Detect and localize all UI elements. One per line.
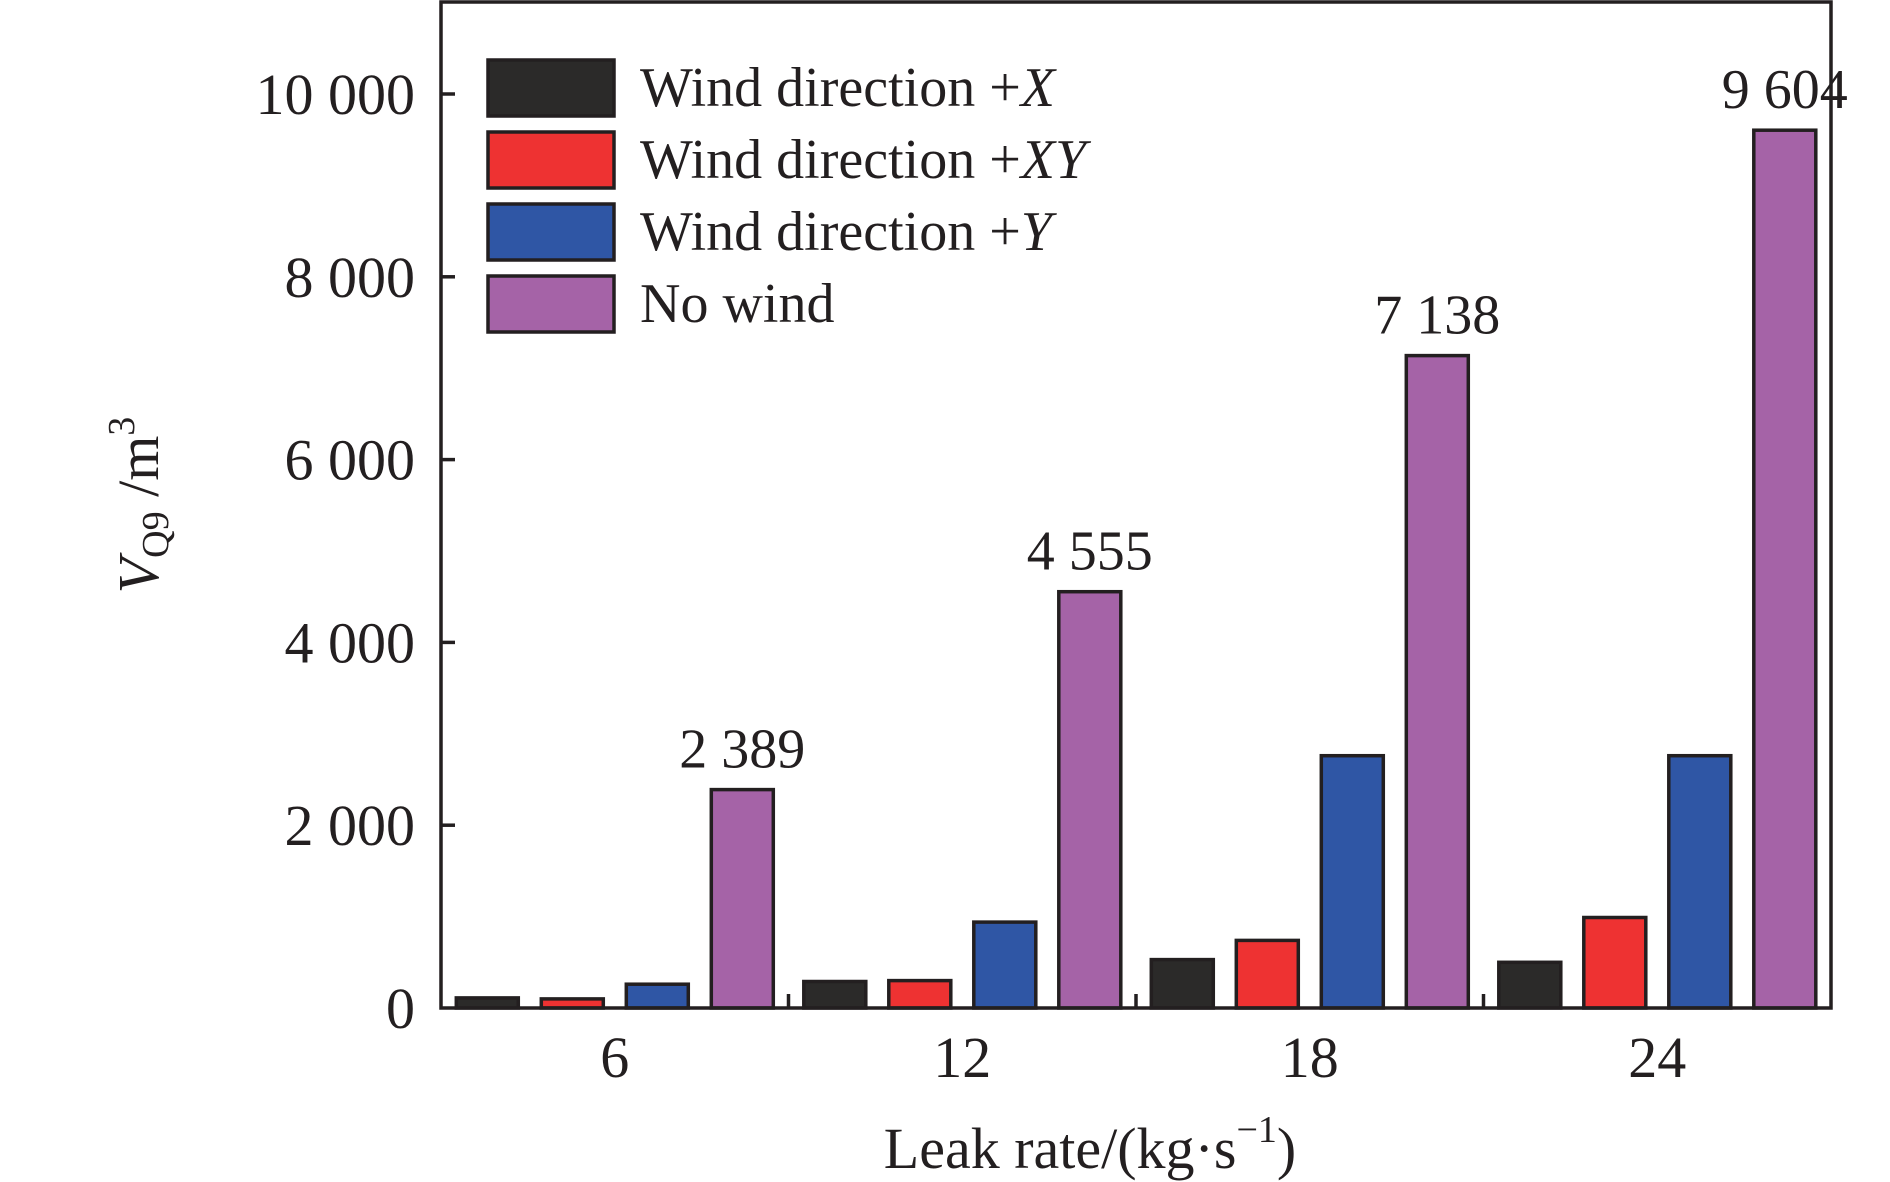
bar-4-6 xyxy=(709,787,776,1010)
bar-2-24 xyxy=(1582,915,1648,1010)
x-tick-label-12: 12 xyxy=(933,1025,991,1090)
bars-layer xyxy=(454,128,1818,1010)
legend-label-wind-y: Wind direction +Y xyxy=(640,201,1058,263)
bar-3-18 xyxy=(1319,753,1386,1010)
y-tick-label-8000: 8 000 xyxy=(285,245,416,310)
y-tick-label-6000: 6 000 xyxy=(285,428,416,493)
legend-item-no-wind: No wind xyxy=(486,273,834,335)
legend-swatch-wind-y xyxy=(486,202,616,262)
bar-4-12 xyxy=(1057,589,1123,1010)
bar-3-12 xyxy=(972,920,1038,1010)
bar-2-12 xyxy=(887,978,953,1010)
y-tick-label-2000: 2 000 xyxy=(285,793,416,858)
legend-label-wind-x: Wind direction +X xyxy=(640,57,1058,119)
bar-3-24 xyxy=(1667,753,1733,1010)
legend-swatch-wind-x xyxy=(486,58,616,118)
data-label-18: 7 138 xyxy=(1374,285,1500,347)
y-tick-label-10000: 10 000 xyxy=(256,62,416,127)
legend-item-wind-x: Wind direction +X xyxy=(486,57,1058,119)
legend: Wind direction +X Wind direction +XY Win… xyxy=(486,57,1092,335)
bar-1-18 xyxy=(1149,957,1216,1010)
bar-4-18 xyxy=(1404,353,1471,1010)
bar-1-24 xyxy=(1497,960,1563,1010)
x-axis-title: Leak rate/(kg·s−1) xyxy=(884,1109,1296,1181)
data-label-12: 4 555 xyxy=(1027,521,1153,583)
legend-item-wind-y: Wind direction +Y xyxy=(486,201,1058,263)
data-label-24: 9 604 xyxy=(1722,59,1848,121)
labels-layer: 6 2 389 12 4 555 18 7 138 24 9 604 0 2 000 4 000 6 … xyxy=(256,59,1848,1090)
bar-4-24 xyxy=(1752,128,1818,1010)
y-tick-label-4000: 4 000 xyxy=(285,610,416,675)
bar-3-6 xyxy=(624,982,691,1010)
y-axis-title: VQ9 /m3 xyxy=(101,417,177,594)
legend-label-wind-xy: Wind direction +XY xyxy=(640,129,1092,191)
legend-item-wind-xy: Wind direction +XY xyxy=(486,129,1092,191)
x-tick-label-18: 18 xyxy=(1281,1025,1339,1090)
bar-2-18 xyxy=(1234,938,1301,1010)
y-tick-label-0: 0 xyxy=(386,976,415,1041)
x-tick-label-6: 6 xyxy=(600,1025,629,1090)
bar-1-12 xyxy=(802,979,868,1010)
ticks-layer xyxy=(441,92,1486,1008)
legend-swatch-wind-xy xyxy=(486,130,616,190)
legend-swatch-no-wind xyxy=(486,274,616,334)
legend-label-no-wind: No wind xyxy=(640,273,834,335)
data-label-6: 2 389 xyxy=(679,719,805,781)
x-tick-label-24: 24 xyxy=(1628,1025,1686,1090)
